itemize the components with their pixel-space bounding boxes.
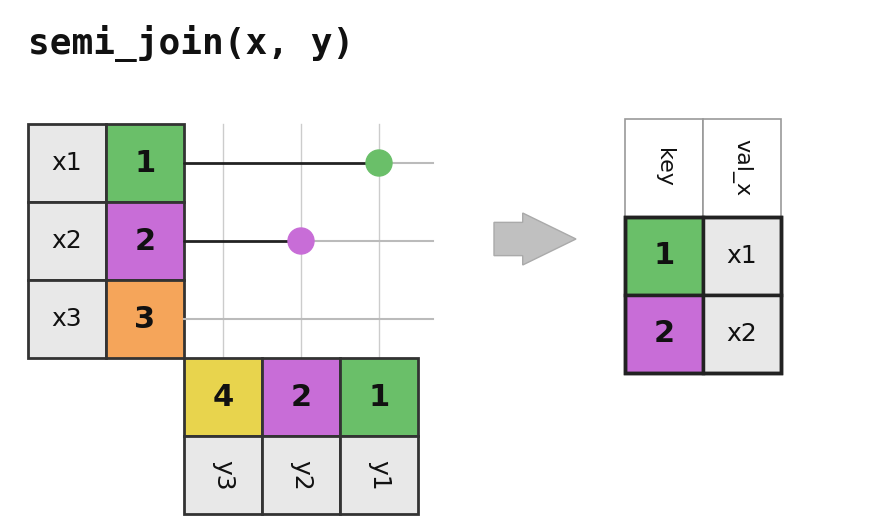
- Bar: [702, 216, 780, 294]
- Bar: [262, 358, 340, 436]
- Bar: [184, 358, 262, 436]
- Text: x1: x1: [52, 151, 82, 175]
- Bar: [340, 436, 417, 514]
- Text: x2: x2: [52, 229, 82, 253]
- Text: 2: 2: [134, 226, 156, 256]
- Bar: [262, 436, 340, 514]
- Bar: [28, 202, 105, 280]
- Text: 1: 1: [134, 148, 156, 178]
- Bar: [702, 294, 780, 373]
- Circle shape: [366, 150, 392, 176]
- Text: val_x: val_x: [730, 139, 752, 196]
- Text: 1: 1: [368, 383, 389, 411]
- Text: 1: 1: [653, 241, 674, 270]
- Text: x3: x3: [52, 307, 82, 331]
- Text: y2: y2: [289, 460, 313, 490]
- Text: 4: 4: [212, 383, 233, 411]
- Text: semi_join(x, y): semi_join(x, y): [28, 25, 354, 62]
- Text: y1: y1: [367, 460, 391, 490]
- Bar: [624, 216, 702, 294]
- Bar: [105, 124, 184, 202]
- Text: 2: 2: [291, 383, 311, 411]
- Circle shape: [288, 228, 314, 254]
- Bar: [624, 216, 780, 373]
- Text: y3: y3: [211, 460, 235, 490]
- Bar: [624, 294, 702, 373]
- Text: key: key: [654, 148, 673, 187]
- Bar: [28, 124, 105, 202]
- Text: 2: 2: [653, 319, 674, 348]
- Bar: [340, 358, 417, 436]
- Polygon shape: [493, 213, 576, 265]
- Bar: [28, 280, 105, 358]
- Text: x2: x2: [726, 322, 756, 345]
- Text: 3: 3: [134, 304, 156, 333]
- Bar: [624, 119, 702, 216]
- Bar: [184, 436, 262, 514]
- Bar: [702, 119, 780, 216]
- Text: x1: x1: [726, 244, 756, 267]
- Bar: [105, 280, 184, 358]
- Bar: [105, 202, 184, 280]
